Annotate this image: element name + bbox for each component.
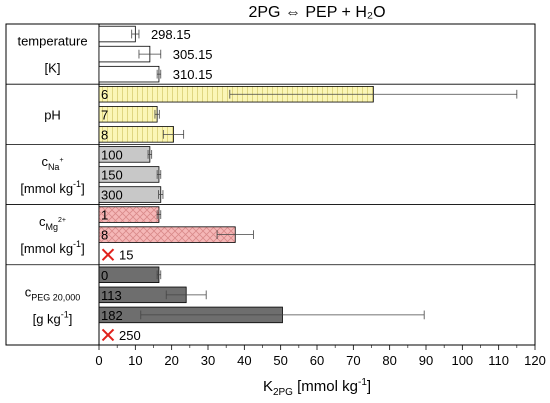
bar-pH-8 [98, 126, 174, 143]
bar-label-temperature-310.15: 310.15 [173, 67, 213, 82]
bar-label-cPEG-250: 250 [119, 328, 141, 343]
group-label-part: [mmol kg [20, 241, 73, 256]
excluded-marker [101, 248, 115, 261]
group-label-part: ] [81, 241, 85, 256]
x-tick-label: 30 [201, 353, 215, 368]
group-label-part: c [41, 154, 48, 169]
x-tick-label: 10 [128, 353, 142, 368]
group-label-part: pH [44, 107, 61, 122]
group-label-part: [K] [45, 61, 61, 76]
x-tick-label: 70 [346, 353, 360, 368]
group-label-cMg: cMg2+ [39, 214, 66, 232]
group-label-part: Mg [46, 222, 59, 232]
x-axis-label-part: -1 [358, 377, 367, 388]
bar-label-temperature-305.15: 305.15 [173, 47, 213, 62]
bar-temperature-310.15 [98, 65, 160, 83]
bar-label-pH-6: 6 [101, 87, 108, 102]
x-tick-label: 110 [488, 353, 509, 368]
bar-label-temperature-298.15: 298.15 [151, 27, 191, 42]
excluded-marker [101, 328, 115, 342]
bar-label-pH-7: 7 [101, 107, 108, 122]
chart-title: 2PG ⇔ PEP + H₂O [248, 4, 385, 21]
x-tick-label: 40 [237, 353, 251, 368]
group-label-part: -1 [73, 239, 81, 249]
group-label-part: + [59, 157, 63, 164]
group-label-part: [mmol kg [20, 181, 73, 196]
bar-label-cPEG-0: 0 [101, 268, 108, 283]
bar-label-cMg-1: 1 [101, 208, 108, 223]
group-label-cNa: cNa+ [41, 154, 63, 172]
group-label-part: PEG 20,000 [31, 292, 80, 302]
bar-temperature-298.15 [98, 25, 136, 43]
group-label-cPEG: cPEG 20,000 [25, 284, 81, 302]
bar-label-cNa-100: 100 [101, 147, 123, 162]
x-tick-label: 120 [524, 353, 546, 368]
group-label-part: temperature [17, 34, 87, 49]
group-label-part: c [25, 284, 32, 299]
x-axis-label-part: K [263, 378, 273, 395]
x-tick-label: 100 [451, 353, 473, 368]
bar-label-cMg-8: 8 [101, 228, 108, 243]
group-label-temperature: [K] [45, 61, 61, 76]
bar-label-pH-8: 8 [101, 127, 108, 142]
x-tick-label: 80 [382, 353, 396, 368]
x-axis-label-part: [mmol kg [293, 378, 358, 395]
group-label-part: [g kg [33, 311, 61, 326]
group-label-temperature: temperature [17, 34, 87, 49]
group-label-part: Na [48, 162, 60, 172]
group-label-part: -1 [73, 179, 81, 189]
x-tick-label: 50 [273, 353, 287, 368]
x-tick-label: 90 [419, 353, 433, 368]
group-label-part: -1 [61, 309, 69, 319]
group-label-part: ] [69, 311, 73, 326]
bar-label-cMg-15: 15 [119, 248, 133, 263]
x-tick-label: 20 [164, 353, 178, 368]
group-label-cPEG: [g kg-1] [33, 309, 73, 326]
group-label-part: ] [81, 181, 85, 196]
bar-label-cNa-300: 300 [101, 188, 123, 203]
group-label-part: 2+ [58, 217, 66, 224]
group-label-cNa: [mmol kg-1] [20, 179, 84, 196]
bar-label-cNa-150: 150 [101, 167, 123, 182]
x-axis-label: K2PG [mmol kg-1] [263, 377, 371, 398]
group-label-cMg: [mmol kg-1] [20, 239, 84, 256]
x-tick-label: 60 [310, 353, 324, 368]
bar-label-cPEG-113: 113 [101, 288, 122, 303]
bar-label-cPEG-182: 182 [101, 308, 123, 323]
x-tick-label: 0 [95, 353, 102, 368]
bar-cMg-8 [98, 226, 236, 243]
group-label-pH: pH [44, 107, 61, 122]
x-axis-label-part: ] [367, 378, 371, 395]
group-label-part: c [39, 214, 46, 229]
x-axis-label-part: 2PG [273, 387, 293, 398]
